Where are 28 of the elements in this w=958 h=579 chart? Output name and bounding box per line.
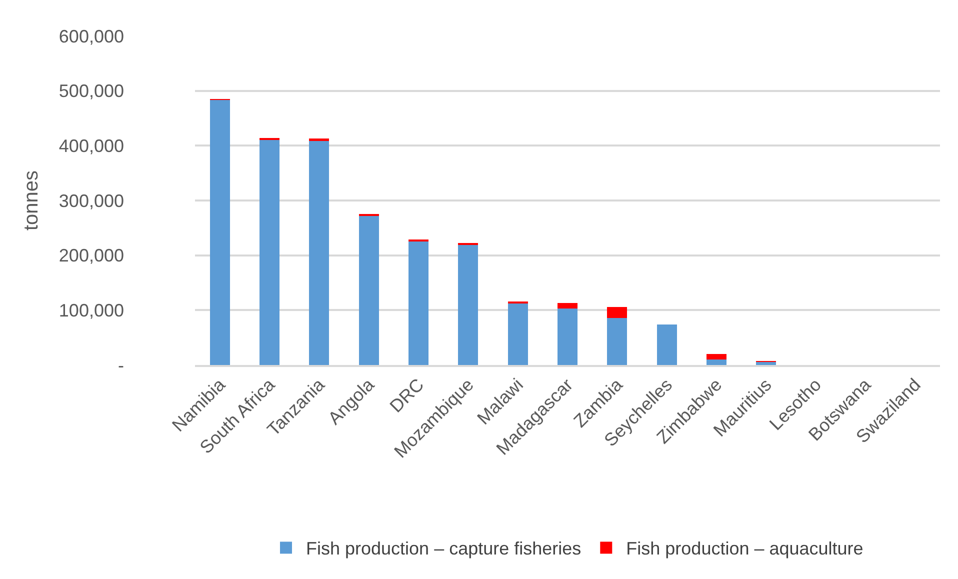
bar (408, 239, 428, 242)
bar (756, 362, 776, 365)
bar (458, 244, 478, 365)
bar (210, 100, 230, 365)
y-tick-label: 200,000 (58, 246, 124, 266)
bar (408, 242, 428, 365)
bar (260, 138, 280, 140)
bar (508, 304, 528, 365)
bar (358, 215, 379, 365)
legend-label: Fish production – aquaculture (626, 538, 864, 559)
y-tick-label: 600,000 (58, 26, 124, 46)
bar (260, 140, 280, 365)
bar (558, 303, 578, 309)
y-axis-title: tonnes (20, 170, 42, 231)
bar (706, 360, 726, 365)
y-tick-label: 400,000 (58, 136, 124, 156)
bar (607, 318, 628, 365)
y-tick-label: 300,000 (58, 190, 124, 211)
bar (558, 308, 578, 365)
legend-label: Fish production – capture fisheries (306, 538, 582, 559)
bar (706, 354, 726, 360)
bar (656, 324, 677, 365)
y-tick-label: 500,000 (58, 81, 124, 102)
bar (309, 140, 330, 365)
y-tick-label: 100,000 (58, 300, 124, 320)
y-tick-label: - (118, 355, 124, 376)
bar (508, 301, 528, 304)
bar (607, 306, 628, 318)
